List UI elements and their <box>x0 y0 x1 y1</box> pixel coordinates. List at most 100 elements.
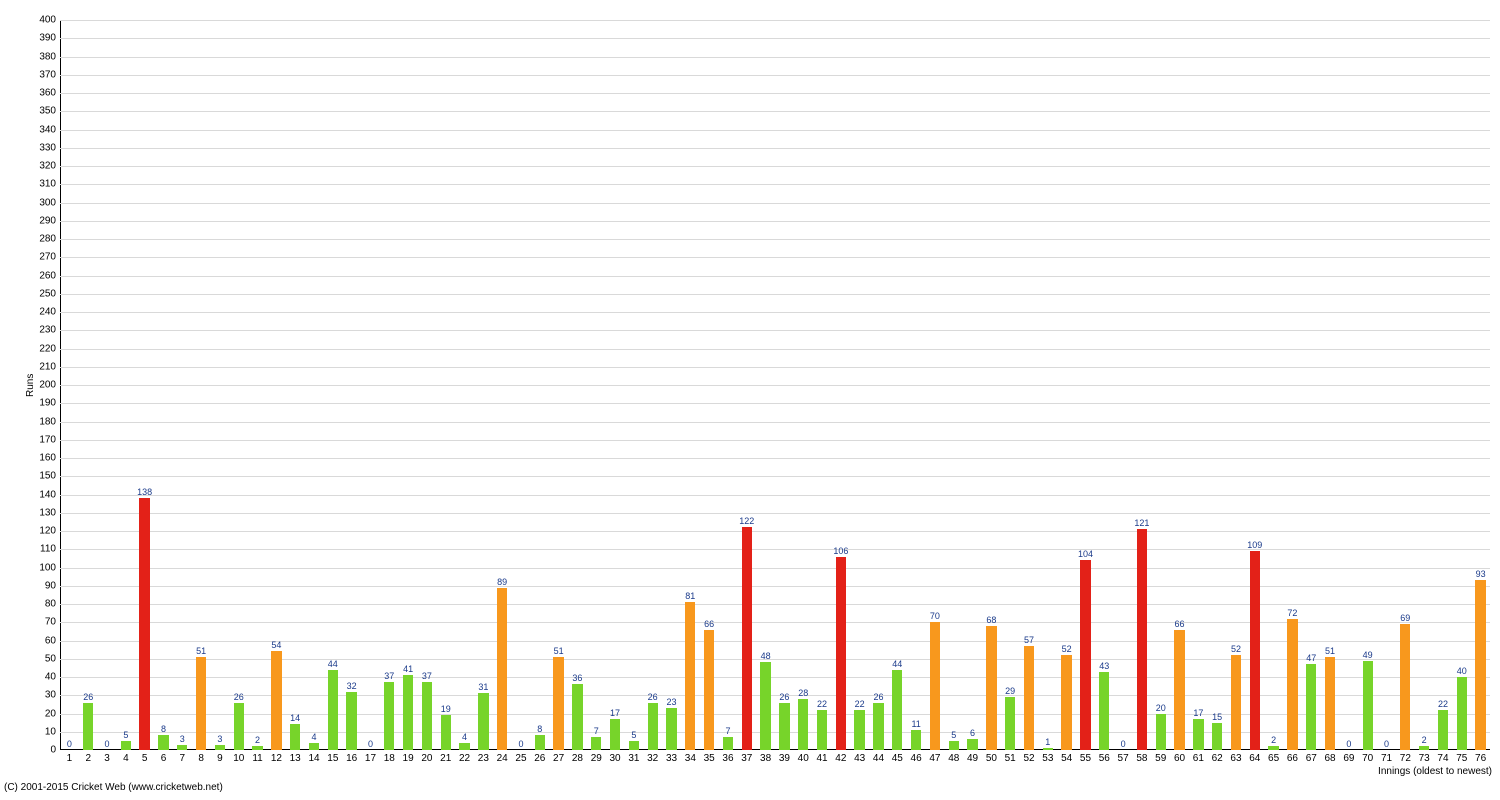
bar-value-label: 51 <box>1325 646 1335 657</box>
bar-value-label: 93 <box>1476 569 1486 580</box>
bar-value-label: 17 <box>610 708 620 719</box>
bar-value-label: 36 <box>572 673 582 684</box>
y-axis-title: Runs <box>25 374 36 397</box>
x-tick-label: 75 <box>1456 750 1467 764</box>
bar: 44 <box>328 670 338 750</box>
y-tick-label: 100 <box>39 562 60 573</box>
x-tick-label: 51 <box>1005 750 1016 764</box>
bar: 17 <box>1193 719 1203 750</box>
x-tick-label: 72 <box>1400 750 1411 764</box>
x-tick-label: 70 <box>1362 750 1373 764</box>
bar-value-label: 51 <box>196 646 206 657</box>
bar-value-label: 6 <box>970 728 975 739</box>
x-tick-label: 29 <box>591 750 602 764</box>
bar: 41 <box>403 675 413 750</box>
bar: 5 <box>629 741 639 750</box>
bar: 5 <box>949 741 959 750</box>
x-tick-label: 54 <box>1061 750 1072 764</box>
bar: 4 <box>459 743 469 750</box>
x-tick-label: 7 <box>180 750 186 764</box>
x-tick-label: 56 <box>1099 750 1110 764</box>
bar: 22 <box>817 710 827 750</box>
bar-value-label: 7 <box>725 726 730 737</box>
x-tick-label: 63 <box>1230 750 1241 764</box>
bar-value-label: 69 <box>1400 613 1410 624</box>
y-tick-label: 400 <box>39 15 60 26</box>
x-tick-label: 44 <box>873 750 884 764</box>
bar-value-label: 109 <box>1247 540 1262 551</box>
bar-value-label: 0 <box>105 739 110 750</box>
bar: 68 <box>986 626 996 750</box>
y-tick-label: 200 <box>39 380 60 391</box>
x-tick-label: 38 <box>760 750 771 764</box>
y-tick-label: 130 <box>39 507 60 518</box>
x-tick-label: 74 <box>1437 750 1448 764</box>
bar-value-label: 37 <box>422 671 432 682</box>
bar: 106 <box>836 557 846 750</box>
x-tick-label: 18 <box>384 750 395 764</box>
x-tick-label: 19 <box>403 750 414 764</box>
bar: 43 <box>1099 672 1109 750</box>
bar-value-label: 44 <box>892 659 902 670</box>
bar: 32 <box>346 692 356 750</box>
bar: 26 <box>873 703 883 750</box>
y-tick-label: 70 <box>45 617 60 628</box>
bar-value-label: 49 <box>1363 650 1373 661</box>
bar: 93 <box>1475 580 1485 750</box>
x-tick-label: 59 <box>1155 750 1166 764</box>
bar: 51 <box>553 657 563 750</box>
x-tick-label: 22 <box>459 750 470 764</box>
x-tick-label: 40 <box>798 750 809 764</box>
bar-value-label: 4 <box>462 732 467 743</box>
y-tick-label: 80 <box>45 599 60 610</box>
x-axis-title: Innings (oldest to newest) <box>1378 766 1492 777</box>
x-tick-label: 17 <box>365 750 376 764</box>
y-tick-label: 300 <box>39 197 60 208</box>
x-tick-label: 3 <box>104 750 110 764</box>
x-tick-label: 32 <box>647 750 658 764</box>
bar: 66 <box>704 630 714 750</box>
bar: 23 <box>666 708 676 750</box>
x-tick-label: 35 <box>704 750 715 764</box>
bar-value-label: 0 <box>1346 739 1351 750</box>
x-tick-label: 36 <box>722 750 733 764</box>
x-tick-label: 24 <box>497 750 508 764</box>
bar-value-label: 4 <box>311 732 316 743</box>
y-tick-label: 290 <box>39 215 60 226</box>
bar-value-label: 17 <box>1193 708 1203 719</box>
x-tick-label: 46 <box>911 750 922 764</box>
bar-value-label: 57 <box>1024 635 1034 646</box>
x-tick-label: 58 <box>1136 750 1147 764</box>
bar: 72 <box>1287 619 1297 750</box>
bar: 17 <box>610 719 620 750</box>
x-tick-label: 11 <box>252 750 262 764</box>
bar: 104 <box>1080 560 1090 750</box>
x-tick-label: 28 <box>572 750 583 764</box>
x-tick-label: 71 <box>1381 750 1392 764</box>
y-tick-label: 380 <box>39 51 60 62</box>
bar: 51 <box>196 657 206 750</box>
y-tick-label: 280 <box>39 234 60 245</box>
x-tick-label: 52 <box>1023 750 1034 764</box>
bar-value-label: 52 <box>1231 644 1241 655</box>
bar-value-label: 8 <box>161 724 166 735</box>
x-tick-label: 27 <box>553 750 564 764</box>
bar-value-label: 43 <box>1099 661 1109 672</box>
bar-value-label: 20 <box>1156 703 1166 714</box>
bar: 121 <box>1137 529 1147 750</box>
bar-value-label: 1 <box>1045 737 1050 748</box>
x-tick-label: 50 <box>986 750 997 764</box>
x-tick-label: 14 <box>308 750 319 764</box>
bar-value-label: 3 <box>217 734 222 745</box>
x-tick-label: 4 <box>123 750 129 764</box>
y-tick-label: 310 <box>39 179 60 190</box>
bar: 70 <box>930 622 940 750</box>
y-tick-label: 220 <box>39 343 60 354</box>
bar: 48 <box>760 662 770 750</box>
x-tick-label: 13 <box>290 750 301 764</box>
bar-value-label: 48 <box>761 651 771 662</box>
x-tick-label: 41 <box>816 750 827 764</box>
x-tick-label: 26 <box>534 750 545 764</box>
bar-value-label: 5 <box>123 730 128 741</box>
bar-value-label: 72 <box>1287 608 1297 619</box>
